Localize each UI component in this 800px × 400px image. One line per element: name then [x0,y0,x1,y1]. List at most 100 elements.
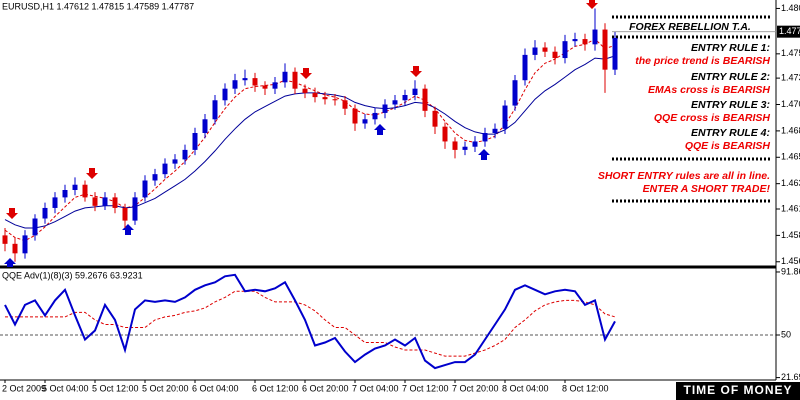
candle-body [402,95,408,101]
rule-text: the price trend is BEARISH [635,55,770,67]
candle-body [52,197,58,208]
candle-body [132,197,138,221]
candle-body [292,71,298,89]
y-tick-label: 1.4684 [781,125,800,135]
rule-title: ENTRY RULE 2: [691,71,770,83]
x-tick-label: 7 Oct 04:00 [352,383,399,393]
annotation-panel: FOREX REBELLION T.A. ENTRY RULE 1: the p… [598,15,771,203]
candle-body [572,39,578,42]
y-tick-label: 1.4709 [781,99,800,109]
x-tick-label: 8 Oct 04:00 [502,383,549,393]
candle-body [242,78,248,81]
candle-body [562,41,568,59]
candle-body [472,141,478,147]
conclusion: SHORT ENTRY rules are all in line. [598,170,770,182]
conclusion: ENTER A SHORT TRADE! [643,183,771,195]
y-tick-label: 50 [781,329,791,339]
candle-body [312,92,318,98]
candle-body [152,174,158,181]
candle-body [382,104,388,113]
candle-body [442,126,448,142]
x-tick-label: 7 Oct 12:00 [402,383,449,393]
x-tick-label: 7 Oct 20:00 [452,383,499,393]
candle-body [512,80,518,106]
last-price-label: 1.4778 [779,26,800,36]
y-tick-label: 21.696 [781,372,800,382]
candle-body [12,243,18,254]
candle-body [22,235,28,254]
candle-body [202,119,208,133]
candle-body [592,29,598,45]
candle-body [142,180,148,198]
y-tick-label: 1.4634 [781,178,800,188]
sell-arrow [86,168,98,179]
x-tick-label: 5 Oct 12:00 [92,383,139,393]
rule-title: ENTRY RULE 3: [691,99,770,111]
sell-arrow [410,66,422,77]
candle-body [612,38,618,70]
candle-body [322,97,328,100]
candle-body [102,197,108,206]
x-tick-label: 8 Oct 12:00 [562,383,609,393]
rule-text: QQE is BEARISH [685,140,771,152]
candle-body [432,110,438,127]
y-tick-label: 1.4560 [781,256,800,266]
buy-arrow [478,149,490,160]
candle-body [162,163,168,175]
candle-body [452,141,458,150]
candle-body [282,71,288,83]
candle-body [72,184,78,190]
rule-title: ENTRY RULE 1: [691,42,770,54]
x-tick-label: 5 Oct 04:00 [42,383,89,393]
chart-title: EURUSD,H1 1.47612 1.47815 1.47589 1.4778… [2,1,194,11]
rule-text: EMAs cross is BEARISH [648,84,770,96]
y-tick-label: 1.4757 [781,48,800,58]
last-price-box [777,25,800,38]
watermark: TIME OF MONEY [684,383,793,397]
indicator-line [4,273,616,370]
candle-body [502,105,508,129]
sell-arrow [6,208,18,219]
candle-body [412,88,418,95]
x-tick-label: 6 Oct 04:00 [192,383,239,393]
candle-body [32,218,38,236]
candle-body [42,207,48,219]
candle-body [542,47,548,52]
candle-body [82,184,88,198]
rule-title: ENTRY RULE 4: [691,127,770,139]
candle-body [352,108,358,124]
candle-body [422,88,428,111]
candle-body [302,88,308,93]
buy-arrow [374,124,386,135]
candle-body [272,82,278,89]
buy-arrow [4,258,16,267]
y-tick-label: 1.4659 [781,152,800,162]
candle-body [92,197,98,206]
indicator-line [5,290,616,357]
candle-body [522,54,528,81]
indicator-title: QQE Adv(1)(8)(3) 59.2676 63.9231 [2,270,143,280]
candle-body [222,88,228,101]
rule-text: QQE cross is BEARISH [654,112,771,124]
candle-body [212,100,218,120]
candle-body [462,146,468,150]
signal-arrows [4,0,598,267]
candle-body [482,133,488,142]
x-tick-label: 2 Oct 2009 [2,383,46,393]
y-tick-label: 1.4610 [781,203,800,213]
candle-body [2,235,8,244]
candle-body [332,99,338,101]
x-tick-label: 6 Oct 12:00 [252,383,299,393]
annotation-heading: FOREX REBELLION T.A. [629,21,751,33]
candle-body [392,100,398,105]
candle-body [62,190,68,198]
x-tick-label: 5 Oct 20:00 [142,383,189,393]
candle-body [372,112,378,120]
candle-body [342,100,348,109]
candle-body [172,159,178,164]
candle-body [582,39,588,45]
candle-body [552,51,558,59]
x-tick-label: 6 Oct 20:00 [302,383,349,393]
candle-body [252,78,258,86]
